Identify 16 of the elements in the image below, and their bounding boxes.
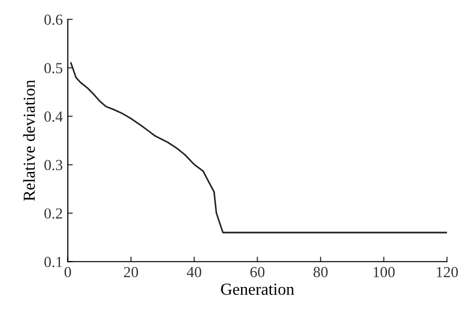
y-tick-label: 0.2 — [44, 208, 62, 219]
x-tick-label: 100 — [374, 266, 395, 278]
x-axis-title: Generation — [221, 284, 294, 295]
y-tick-label: 0.3 — [44, 160, 62, 170]
y-axis-title: Relative deviation — [23, 80, 35, 201]
x-tick-label: 120 — [436, 266, 458, 278]
line-series — [70, 62, 447, 234]
y-tick-label: 0.6 — [44, 14, 62, 25]
y-tick-label: 0.4 — [44, 111, 63, 122]
x-tick-label: 60 — [250, 266, 264, 278]
x-tick-label: 80 — [314, 266, 328, 278]
x-tick-label: 0 — [64, 266, 72, 278]
x-tick-label: 20 — [124, 266, 138, 278]
y-tick-label: 0.5 — [44, 62, 62, 74]
x-tick-label: 40 — [186, 266, 202, 278]
y-tick-label: 0.1 — [44, 256, 62, 268]
